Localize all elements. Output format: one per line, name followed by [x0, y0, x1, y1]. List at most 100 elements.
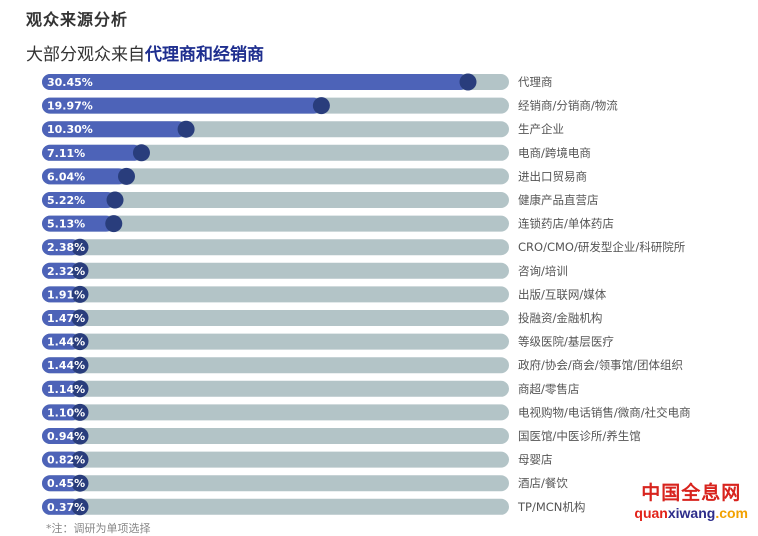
category-label: 等级医院/基层医疗: [518, 335, 614, 349]
bar-knob: [71, 403, 89, 421]
bar-value-label: 1.47%: [47, 312, 85, 325]
bar-fill: [42, 239, 80, 256]
bar-track: [42, 239, 509, 256]
bar-fill: [42, 286, 80, 303]
watermark-en-b: xiwang: [667, 505, 716, 521]
bar-value-label: 5.22%: [47, 194, 85, 207]
bar-fill: [42, 357, 80, 374]
bar-value-label: 7.11%: [47, 147, 85, 160]
bar-fill: [42, 121, 187, 138]
category-label: 健康产品直营店: [518, 193, 599, 207]
category-label: 生产企业: [518, 122, 564, 136]
bar-track: [42, 310, 509, 326]
chart-title: 观众来源分析: [26, 10, 129, 29]
bar-fill: [42, 428, 80, 444]
bar-knob: [132, 144, 150, 162]
bar-value-label: 6.04%: [47, 170, 85, 183]
bar-knob: [312, 97, 330, 115]
bar-value-label: 1.14%: [47, 383, 85, 396]
watermark-en-a: quan: [634, 505, 668, 521]
bar-fill: [42, 333, 80, 350]
bar-track: [42, 380, 509, 397]
bar-knob: [106, 191, 124, 209]
bar-value-label: 2.38%: [47, 241, 85, 254]
category-label: 酒店/餐饮: [518, 476, 568, 490]
category-label: 国医馆/中医诊所/养生馆: [518, 429, 641, 443]
bar-value-label: 1.44%: [47, 336, 85, 349]
bar-track: [42, 262, 509, 279]
bar-value-label: 1.44%: [47, 359, 85, 372]
footnote: *注：调研为单项选择: [46, 522, 151, 535]
bar-fill: [42, 451, 80, 468]
bar-knob: [118, 167, 136, 185]
category-label: 咨询/培训: [518, 264, 568, 278]
bar-fill: [42, 310, 80, 326]
subtitle-prefix: 大部分观众来自: [26, 45, 145, 65]
bar-fill: [42, 215, 114, 232]
bar-knob: [177, 120, 195, 138]
bar-knob: [105, 215, 123, 233]
category-label: 代理商: [518, 75, 553, 89]
bar-knob: [71, 498, 89, 516]
category-label: 进出口贸易商: [518, 169, 587, 183]
bar-knob: [71, 380, 89, 398]
bar-fill: [42, 380, 80, 397]
bar-fill: [42, 97, 322, 114]
bar-value-label: 1.91%: [47, 288, 85, 301]
bar-track: [42, 144, 509, 161]
bar-track: [42, 404, 509, 421]
bar-track: [42, 428, 509, 444]
bar-knob: [459, 73, 477, 91]
category-label: 出版/互联网/媒体: [518, 287, 607, 301]
bar-track: [42, 192, 509, 208]
bar-knob: [71, 474, 89, 492]
category-label: 母婴店: [518, 453, 553, 467]
bar-fill: [42, 74, 468, 90]
category-label: 电商/跨境电商: [518, 146, 591, 160]
bar-value-label: 0.37%: [47, 501, 85, 514]
category-label: CRO/CMO/研发型企业/科研院所: [518, 240, 686, 254]
category-label: 电视购物/电话销售/微商/社交电商: [518, 405, 691, 419]
bar-fill: [42, 262, 80, 279]
bar-fill: [42, 475, 80, 492]
chart-subtitle: 大部分观众来自代理商和经销商: [26, 40, 264, 65]
bar-track: [42, 498, 509, 515]
bar-value-label: 5.13%: [47, 218, 85, 231]
bar-value-label: 0.82%: [47, 454, 85, 467]
bar-value-label: 1.10%: [47, 406, 85, 419]
bar-knob: [71, 356, 89, 374]
bar-fill: [42, 192, 116, 208]
category-label: 经销商/分销商/物流: [518, 99, 618, 113]
category-label: 商超/零售店: [518, 382, 579, 396]
bar-fill: [42, 144, 142, 161]
bar-knob: [71, 285, 89, 303]
bar-knob: [71, 309, 89, 327]
bar-fill: [42, 498, 80, 515]
watermark-logo: 中国全息网 quanxiwang.com: [634, 484, 748, 522]
bar-knob: [71, 333, 89, 351]
bar-track: [42, 215, 509, 232]
category-label: TP/MCN机构: [517, 500, 585, 514]
watermark-en-c: .com: [715, 505, 748, 521]
bar-track: [42, 168, 509, 185]
watermark-en: quanxiwang.com: [634, 504, 748, 522]
category-label: 投融资/金融机构: [518, 311, 602, 325]
bar-value-label: 0.94%: [47, 430, 85, 443]
category-label: 连锁药店/单体药店: [518, 217, 614, 231]
bar-value-label: 30.45%: [47, 76, 93, 89]
bar-knob: [71, 238, 89, 256]
bar-fill: [42, 404, 80, 421]
subtitle-highlight: 代理商和经销商: [145, 45, 264, 65]
bar-value-label: 10.30%: [47, 123, 93, 136]
bar-track: [42, 357, 509, 374]
bar-knob: [71, 427, 89, 445]
bar-value-label: 19.97%: [47, 100, 93, 113]
bar-value-label: 0.45%: [47, 477, 85, 490]
watermark-cn: 中国全息网: [641, 483, 742, 504]
bar-value-label: 2.32%: [47, 265, 85, 278]
bar-track: [42, 286, 509, 303]
bar-fill: [42, 168, 127, 185]
bar-track: [42, 475, 509, 492]
bar-track: [42, 451, 509, 468]
